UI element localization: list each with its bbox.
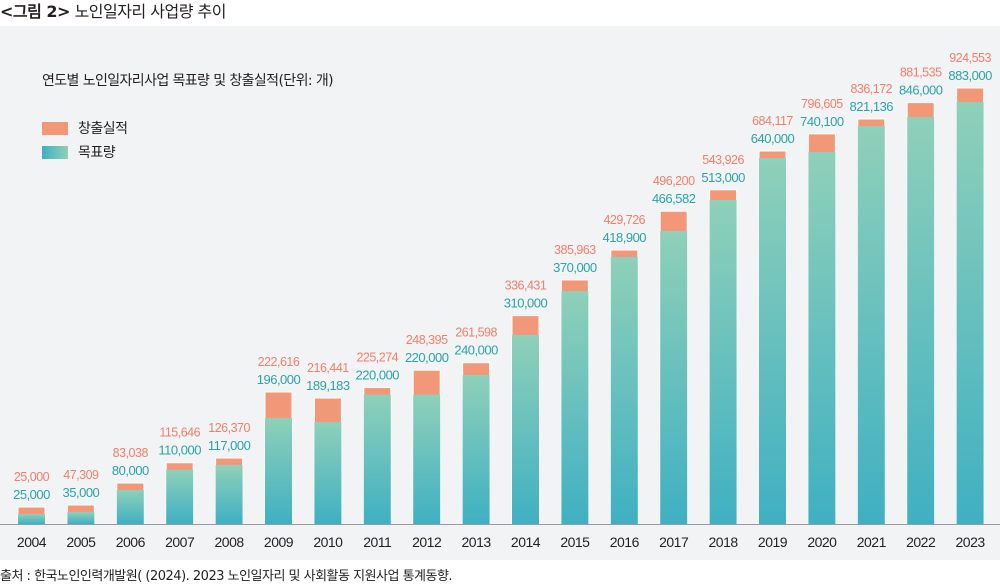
bar-target-2014	[512, 335, 539, 524]
label-actual-2022: 881,535	[900, 66, 942, 80]
label-actual-2008: 126,370	[208, 421, 250, 435]
bar-target-2010	[314, 422, 342, 524]
x-tick-label-2008: 2008	[215, 534, 245, 550]
legend: 창출실적 목표량	[42, 116, 128, 164]
legend-swatch-target	[42, 145, 68, 159]
label-target-2018: 513,000	[701, 170, 745, 185]
bars-group	[17, 87, 985, 525]
label-actual-2010: 216,441	[307, 361, 349, 375]
bar-target-2018	[709, 200, 737, 524]
bar-target-2022	[907, 117, 935, 524]
bar-target-2020	[808, 152, 836, 524]
x-tick-label-2018: 2018	[709, 534, 739, 550]
label-actual-2019: 684,117	[752, 114, 793, 128]
label-actual-2023: 924,553	[949, 51, 991, 65]
bar-target-2015	[561, 291, 589, 524]
label-target-2017: 466,582	[652, 191, 696, 206]
label-actual-2014: 336,431	[505, 279, 547, 293]
label-target-2020: 740,100	[800, 114, 844, 129]
legend-label-actual: 창출실적	[78, 121, 128, 137]
label-actual-2012: 248,395	[406, 333, 448, 347]
label-target-2014: 310,000	[504, 296, 548, 311]
label-actual-2007: 115,646	[159, 426, 200, 440]
labels-group: 25,000 25,000 2004 47,309 35,000 2005 83,038 80…	[13, 51, 992, 550]
label-target-2012: 220,000	[405, 350, 449, 365]
label-target-2016: 418,900	[603, 230, 647, 245]
figure-title-text: 노인일자리 사업량 추이	[74, 2, 227, 21]
x-tick-label-2012: 2012	[412, 534, 442, 550]
label-actual-2005: 47,309	[63, 468, 99, 482]
figure-label: <그림 2>	[0, 2, 70, 21]
x-tick-label-2006: 2006	[116, 534, 146, 550]
label-target-2004: 25,000	[13, 487, 50, 502]
bar-target-2006	[116, 490, 144, 524]
label-actual-2020: 796,605	[801, 97, 843, 111]
source-note: 출처 : 한국노인인력개발원( (2024). 2023 노인일자리 및 사회활…	[0, 569, 453, 584]
x-tick-label-2019: 2019	[758, 534, 788, 550]
label-target-2007: 110,000	[158, 443, 201, 458]
x-tick-label-2009: 2009	[264, 534, 294, 550]
label-actual-2018: 543,926	[702, 153, 744, 167]
label-target-2005: 35,000	[63, 485, 100, 500]
x-tick-label-2004: 2004	[17, 534, 47, 550]
label-actual-2017: 496,200	[653, 174, 695, 188]
x-tick-label-2013: 2013	[462, 534, 492, 550]
bar-target-2019	[759, 158, 786, 524]
bar-target-2011	[363, 394, 391, 524]
label-target-2009: 196,000	[257, 372, 301, 387]
bar-target-2008	[215, 465, 243, 524]
bar-target-2004	[18, 514, 45, 524]
bar-target-2021	[857, 126, 885, 524]
bar-target-2005	[67, 512, 95, 524]
label-target-2022: 846,000	[899, 83, 943, 98]
x-tick-label-2014: 2014	[511, 534, 541, 550]
x-tick-label-2011: 2011	[363, 534, 392, 550]
label-actual-2006: 83,038	[113, 446, 149, 460]
label-target-2019: 640,000	[751, 131, 795, 146]
label-actual-2021: 836,172	[850, 82, 892, 96]
bar-target-2023	[956, 102, 984, 524]
legend-item-actual: 창출실적	[42, 116, 128, 140]
legend-swatch-actual	[42, 121, 68, 135]
bar-target-2009	[265, 418, 292, 524]
bar-target-2007	[166, 469, 194, 524]
label-actual-2004: 25,000	[14, 470, 50, 484]
x-tick-label-2023: 2023	[956, 534, 986, 550]
label-actual-2009: 222,616	[258, 355, 300, 369]
x-tick-label-2022: 2022	[906, 534, 936, 550]
x-tick-label-2020: 2020	[807, 534, 837, 550]
bar-target-2013	[462, 375, 490, 524]
label-target-2021: 821,136	[850, 99, 894, 114]
x-tick-label-2017: 2017	[659, 534, 689, 550]
x-tick-label-2016: 2016	[610, 534, 640, 550]
x-tick-label-2010: 2010	[313, 534, 343, 550]
x-tick-label-2005: 2005	[66, 534, 96, 550]
x-tick-label-2007: 2007	[165, 534, 195, 550]
label-target-2008: 117,000	[208, 438, 251, 453]
label-actual-2013: 261,598	[455, 326, 497, 340]
bar-target-2012	[413, 394, 441, 524]
label-target-2006: 80,000	[112, 463, 149, 478]
bar-target-2017	[660, 231, 688, 524]
label-target-2023: 883,000	[948, 68, 992, 83]
label-target-2015: 370,000	[553, 260, 597, 275]
chart-title: 연도별 노인일자리사업 목표량 및 창출실적(단위: 개)	[42, 73, 334, 89]
label-actual-2016: 429,726	[603, 213, 645, 227]
figure-title: <그림 2> 노인일자리 사업량 추이	[0, 0, 226, 24]
label-actual-2015: 385,963	[554, 243, 596, 257]
label-target-2013: 240,000	[454, 343, 498, 358]
label-actual-2011: 225,274	[356, 351, 398, 365]
legend-label-target: 목표량	[78, 145, 116, 161]
bar-target-2016	[610, 257, 638, 524]
x-tick-label-2021: 2021	[857, 534, 887, 550]
label-target-2011: 220,000	[356, 368, 400, 383]
legend-item-target: 목표량	[42, 140, 128, 164]
x-tick-label-2015: 2015	[560, 534, 590, 550]
label-target-2010: 189,183	[306, 378, 350, 393]
